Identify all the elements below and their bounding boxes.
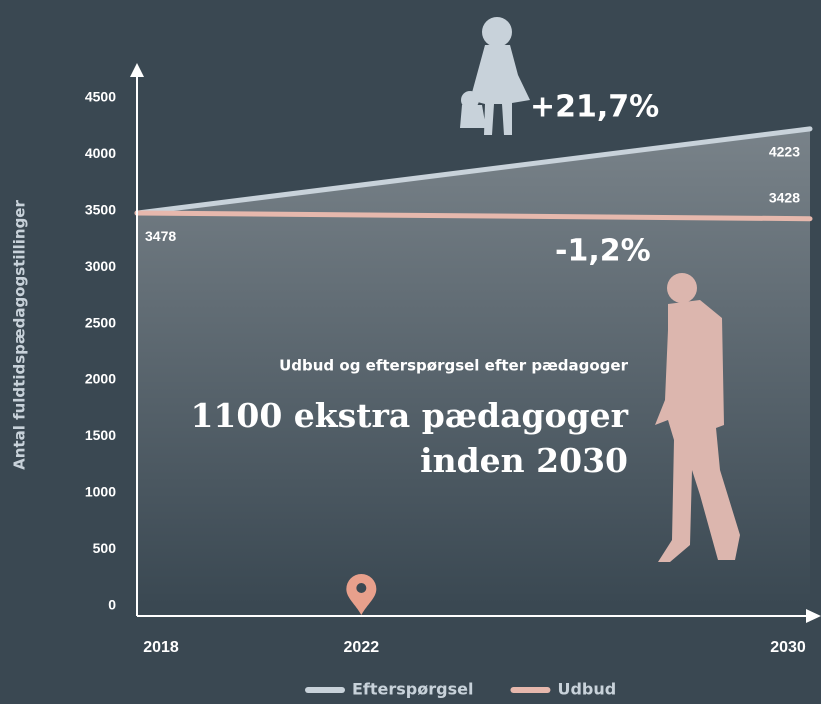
annotation: -1,2% bbox=[555, 234, 651, 269]
y-tick-label: 3500 bbox=[85, 201, 116, 217]
y-axis-arrow bbox=[130, 63, 144, 77]
y-tick-label: 2000 bbox=[85, 371, 116, 387]
x-tick-label: 2030 bbox=[770, 639, 806, 656]
y-axis-label: Antal fuldtidspædagogstillinger bbox=[11, 200, 29, 470]
y-tick-label: 2500 bbox=[85, 314, 116, 330]
line bbox=[134, 126, 813, 216]
legend-label: Udbud bbox=[557, 680, 616, 699]
value-label: 4223 bbox=[769, 144, 800, 160]
y-tick-label: 3000 bbox=[85, 258, 116, 274]
man-silhouette bbox=[655, 273, 740, 562]
x-tick-label: 2018 bbox=[143, 639, 179, 656]
value-label: 3478 bbox=[145, 228, 176, 244]
plot-area bbox=[134, 126, 813, 606]
location-pin bbox=[346, 574, 377, 615]
child-silhouette bbox=[460, 17, 530, 135]
y-tick-label: 500 bbox=[93, 540, 117, 556]
headline: 1100 ekstra pædagoger bbox=[190, 396, 628, 435]
y-tick-label: 4000 bbox=[85, 145, 116, 161]
value-label: 3428 bbox=[769, 189, 800, 205]
y-tick-label: 1000 bbox=[85, 484, 116, 500]
headline: inden 2030 bbox=[420, 441, 628, 480]
x-axis-arrow bbox=[806, 609, 821, 623]
legend-label: Efterspørgsel bbox=[352, 680, 473, 699]
y-tick-label: 0 bbox=[108, 597, 116, 613]
annotation: +21,7% bbox=[530, 90, 659, 125]
y-tick-label: 4500 bbox=[85, 88, 116, 104]
line bbox=[134, 210, 813, 222]
area bbox=[137, 128, 810, 606]
subtitle: Udbud og efterspørgsel efter pædagoger bbox=[279, 357, 628, 375]
location-pin-hole bbox=[356, 583, 367, 593]
y-tick-label: 1500 bbox=[85, 427, 116, 443]
x-tick-label: 2022 bbox=[344, 639, 380, 656]
